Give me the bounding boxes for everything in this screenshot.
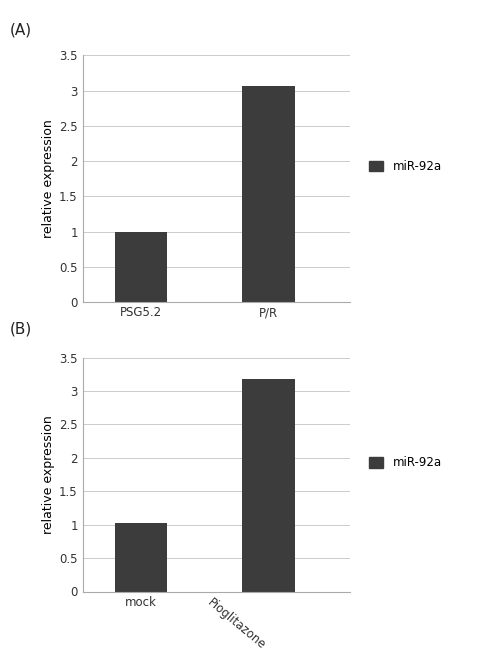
Y-axis label: relative expression: relative expression <box>42 415 55 534</box>
Bar <box>115 231 167 302</box>
Text: (B): (B) <box>10 322 32 337</box>
Bar <box>243 379 295 592</box>
Text: (A): (A) <box>10 23 32 38</box>
Legend: miR-92a: miR-92a <box>369 456 442 469</box>
Bar <box>115 523 167 592</box>
Bar <box>243 86 295 302</box>
Legend: miR-92a: miR-92a <box>369 160 442 173</box>
Y-axis label: relative expression: relative expression <box>42 120 55 238</box>
